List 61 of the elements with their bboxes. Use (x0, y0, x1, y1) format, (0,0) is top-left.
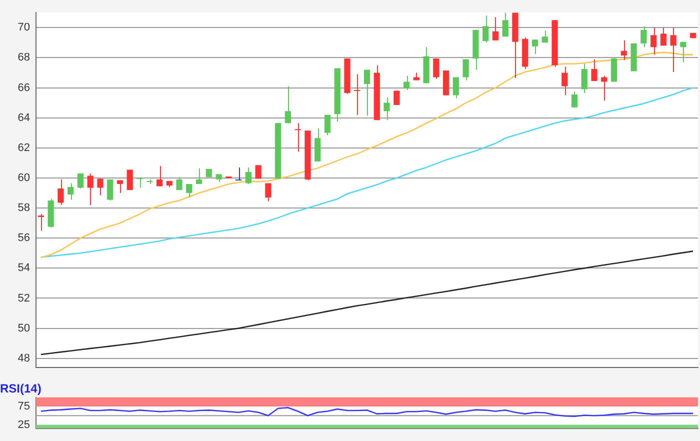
candlestick (116, 180, 124, 194)
candlestick (324, 114, 331, 136)
y-tick-label: 56 (18, 232, 30, 244)
candlestick (364, 69, 370, 116)
candlestick (571, 91, 578, 108)
y-tick-label: 50 (18, 322, 30, 334)
candlestick (452, 76, 459, 99)
candlestick (433, 58, 440, 80)
candlestick (591, 58, 598, 82)
y-tick-label: 54 (18, 262, 30, 274)
candlestick (640, 26, 647, 48)
y-tick-label: 64 (18, 112, 30, 124)
y-tick-label: 68 (18, 52, 30, 64)
candlestick (384, 97, 390, 121)
y-tick-label: 66 (18, 82, 30, 94)
y-tick-label: 70 (18, 22, 30, 34)
candlestick (620, 40, 627, 60)
candlestick (294, 122, 301, 152)
candlestick (68, 182, 74, 200)
candlestick (502, 12, 508, 38)
y-tick-label: 60 (18, 172, 30, 184)
candlestick (492, 16, 499, 41)
candlestick (58, 178, 64, 206)
candlestick (680, 41, 686, 63)
y-tick-label: 62 (18, 142, 30, 154)
y-tick-label: 75 (18, 400, 30, 413)
y-tick-label: 52 (18, 292, 30, 304)
candlestick (38, 214, 44, 232)
candlestick (562, 66, 568, 96)
candlestick (97, 178, 104, 196)
candlestick (670, 27, 676, 72)
candlestick (136, 176, 143, 188)
candlestick (532, 39, 538, 54)
candlestick (235, 166, 242, 180)
candlestick (610, 56, 618, 82)
candlestick (462, 58, 469, 81)
candlestick (176, 176, 182, 190)
y-tick-label: 58 (18, 202, 30, 214)
candlestick (650, 27, 657, 56)
candlestick (156, 165, 163, 187)
candlestick (403, 75, 410, 91)
candlestick (660, 27, 666, 46)
candlestick (265, 182, 272, 202)
candlestick (354, 74, 360, 116)
candlestick (77, 172, 84, 189)
candlestick (284, 86, 292, 124)
candlestick (542, 30, 548, 44)
candlestick (581, 63, 588, 94)
candlestick (186, 183, 192, 198)
candlestick (482, 15, 489, 44)
candlestick (314, 128, 321, 162)
candlestick (245, 166, 252, 184)
candlestick (126, 169, 133, 190)
candlestick (107, 178, 114, 202)
candlestick (196, 168, 202, 184)
candlestick (601, 75, 608, 102)
candlestick (255, 164, 262, 180)
chart-title: RSI(14) (0, 382, 42, 396)
candlestick (87, 172, 94, 206)
y-tick-label: 25 (18, 418, 30, 431)
y-tick-label: 48 (18, 352, 30, 364)
